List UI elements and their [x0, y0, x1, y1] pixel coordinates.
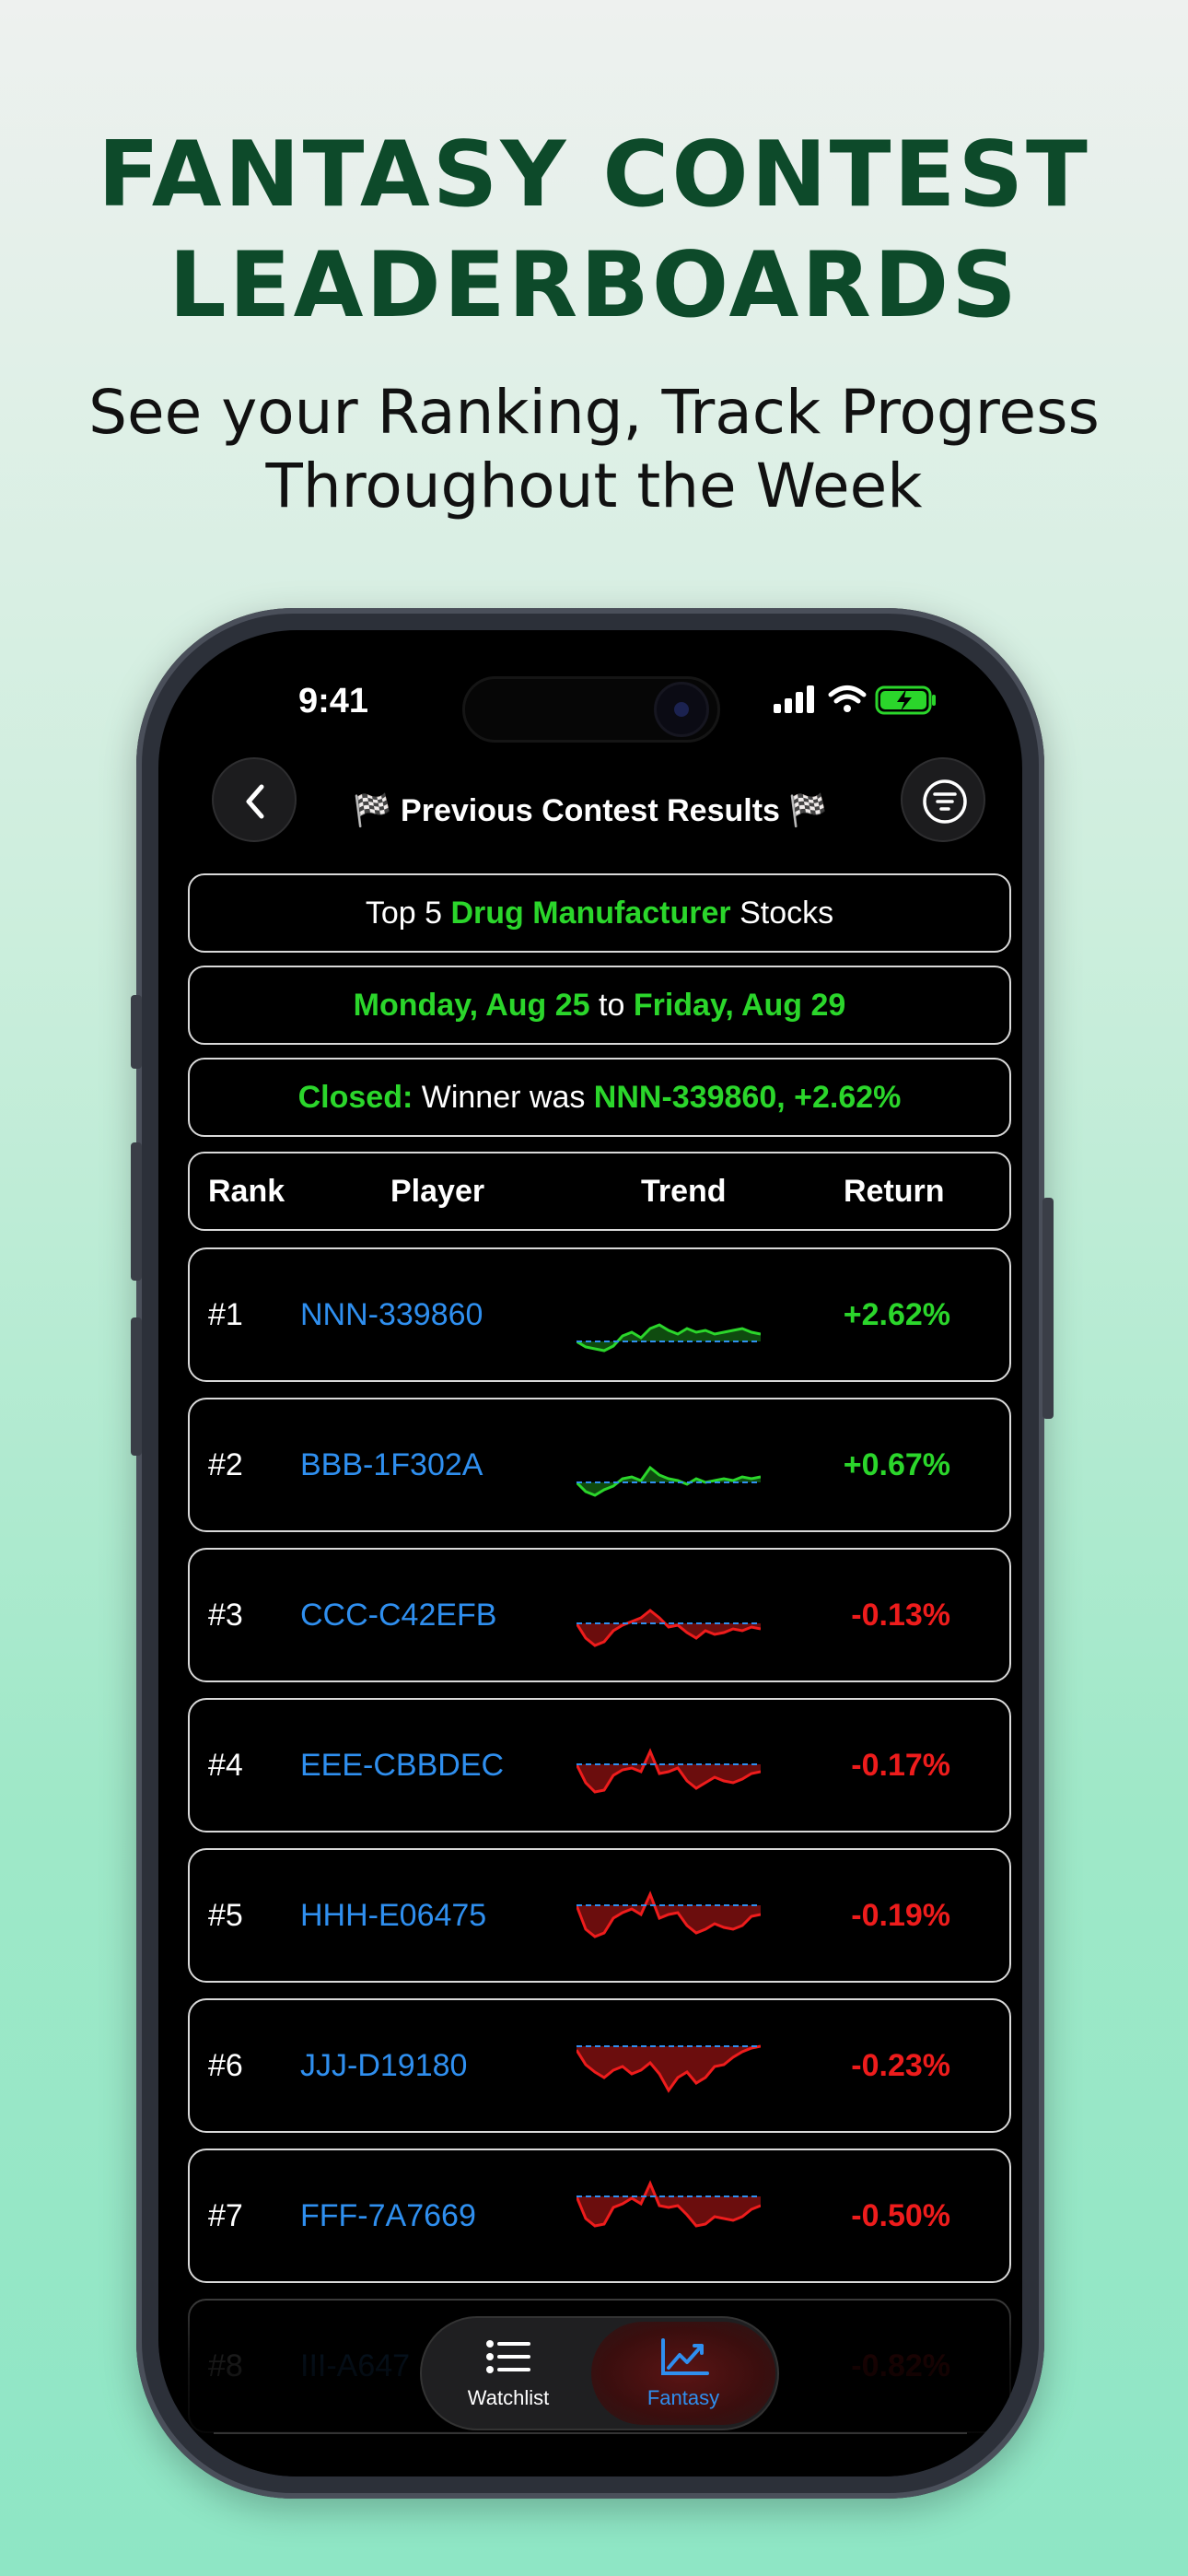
status-icons — [774, 682, 958, 719]
row-trend-sparkline — [577, 1323, 761, 1352]
phone-screen: 9:41 🏁 Previous Contest Resu — [158, 630, 1022, 2476]
status-time: 9:41 — [298, 682, 369, 720]
dates-to-word: to — [589, 987, 634, 1023]
volume-down-button — [131, 1317, 142, 1456]
contest-start-date: Monday, Aug 25 — [353, 987, 590, 1023]
row-player-link[interactable]: HHH-E06475 — [300, 1898, 487, 1933]
row-return: -0.13% — [851, 1598, 950, 1633]
headline-line-2: LEADERBOARDS — [169, 233, 1019, 338]
row-rank: #5 — [208, 1898, 243, 1933]
contest-status-label: Closed: — [297, 1079, 413, 1115]
row-player-link[interactable]: EEE-CBBDEC — [300, 1748, 505, 1783]
page-title: 🏁 Previous Contest Results 🏁 — [353, 793, 828, 828]
subhead-line-2: Throughout the Week — [265, 451, 923, 521]
topic-prefix: Top 5 — [365, 895, 451, 931]
leaderboard-row[interactable]: #6 JJJ-D19180 -0.23% — [188, 1998, 1011, 2133]
row-player-link[interactable]: CCC-C42EFB — [300, 1598, 497, 1633]
winner-text: Winner was — [413, 1079, 594, 1115]
header-player: Player — [390, 1174, 485, 1209]
row-player-link[interactable]: FFF-7A7669 — [300, 2198, 476, 2233]
header-return: Return — [844, 1174, 945, 1209]
row-trend-sparkline — [577, 1748, 761, 1794]
row-return: -0.23% — [851, 2048, 950, 2083]
topic-highlight: Drug Manufacturer — [450, 895, 731, 931]
row-return: +2.62% — [843, 1297, 950, 1332]
contest-end-date: Friday, Aug 29 — [633, 987, 846, 1023]
leaderboard-row[interactable]: #7 FFF-7A7669 -0.50% — [188, 2149, 1011, 2283]
leaderboard-row[interactable]: #4 EEE-CBBDEC -0.17% — [188, 1698, 1011, 1832]
battery-charging-icon — [875, 685, 936, 715]
header-trend: Trend — [641, 1174, 727, 1209]
contest-status-box: Closed: Winner was NNN-339860, +2.62% — [188, 1058, 1011, 1137]
winner-result: NNN-339860, +2.62% — [593, 1079, 902, 1115]
row-player-link[interactable]: BBB-1F302A — [300, 1447, 483, 1482]
filter-button[interactable] — [901, 757, 985, 842]
row-rank: #7 — [208, 2198, 243, 2233]
tab-fantasy-label: Fantasy — [646, 2386, 720, 2409]
chevron-left-icon — [246, 784, 264, 819]
promo-headline: FANTASY CONTEST LEADERBOARDS — [0, 120, 1188, 341]
subhead-line-1: See your Ranking, Track Progress — [88, 377, 1100, 448]
row-rank: #2 — [208, 1447, 243, 1482]
row-rank: #6 — [208, 2048, 243, 2083]
row-return: -0.19% — [851, 1898, 950, 1933]
contest-dates-box: Monday, Aug 25 to Friday, Aug 29 — [188, 966, 1011, 1045]
action-button — [131, 995, 142, 1069]
leaderboard-row[interactable]: #5 HHH-E06475 -0.19% — [188, 1848, 1011, 1983]
row-return: -0.17% — [851, 1748, 950, 1783]
trend-chart-icon — [661, 2338, 709, 2375]
contest-topic-box: Top 5 Drug Manufacturer Stocks — [188, 873, 1011, 953]
table-header: Rank Player Trend Return — [188, 1152, 1011, 1231]
row-player-link[interactable]: JJJ-D19180 — [300, 2048, 468, 2083]
power-button — [1042, 1198, 1054, 1419]
headline-line-1: FANTASY CONTEST — [98, 123, 1090, 228]
row-trend-sparkline — [577, 2180, 761, 2228]
row-rank: #4 — [208, 1748, 243, 1783]
back-button[interactable] — [212, 757, 297, 842]
topic-suffix: Stocks — [730, 895, 834, 931]
promo-subhead: See your Ranking, Track Progress Through… — [0, 376, 1188, 523]
tab-watchlist-label: Watchlist — [467, 2386, 550, 2409]
tab-fantasy[interactable]: Fantasy — [610, 2336, 757, 2410]
row-trend-sparkline — [577, 2044, 761, 2093]
row-player-link[interactable]: NNN-339860 — [300, 1297, 483, 1332]
volume-up-button — [131, 1142, 142, 1281]
bottom-divider — [214, 2432, 967, 2434]
row-trend-sparkline — [577, 1891, 761, 1938]
tab-watchlist[interactable]: Watchlist — [435, 2336, 582, 2410]
row-trend-sparkline — [577, 1609, 761, 1647]
header-rank: Rank — [208, 1174, 285, 1209]
leaderboard-row[interactable]: #2 BBB-1F302A +0.67% — [188, 1398, 1011, 1532]
row-return: +0.67% — [843, 1447, 950, 1482]
filter-icon — [923, 779, 967, 824]
front-camera — [654, 682, 709, 737]
list-icon — [486, 2340, 530, 2373]
row-rank: #3 — [208, 1598, 243, 1633]
leaderboard-row[interactable]: #1 NNN-339860 +2.62% — [188, 1247, 1011, 1382]
leaderboard-row[interactable]: #3 CCC-C42EFB -0.13% — [188, 1548, 1011, 1682]
cellular-signal-icon — [774, 685, 814, 713]
row-rank: #1 — [208, 1297, 243, 1332]
row-return: -0.50% — [851, 2198, 950, 2233]
row-trend-sparkline — [577, 1465, 761, 1497]
wifi-icon — [828, 685, 867, 712]
